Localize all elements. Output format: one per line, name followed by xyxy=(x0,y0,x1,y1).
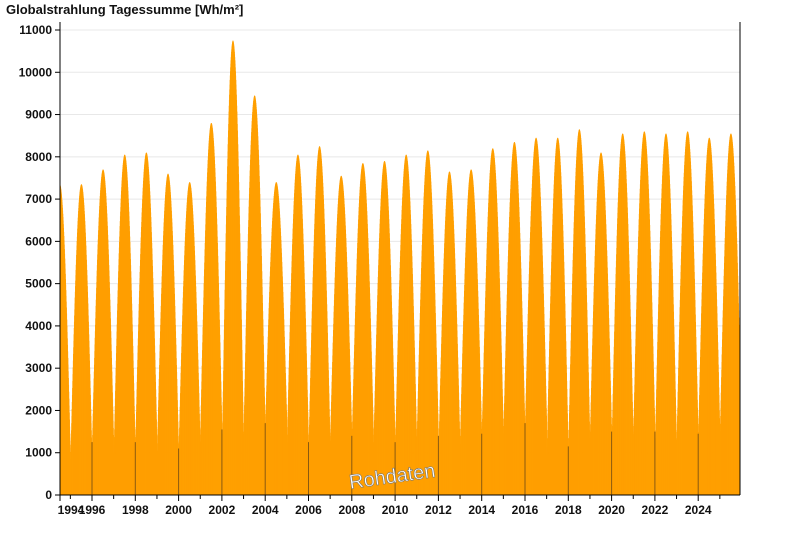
x-tick-label: 2014 xyxy=(468,503,495,517)
y-tick-label: 1000 xyxy=(25,446,52,460)
x-tick-label: 2002 xyxy=(209,503,236,517)
data-bars xyxy=(59,40,740,496)
y-tick-label: 5000 xyxy=(25,277,52,291)
x-tick-label: 2000 xyxy=(165,503,192,517)
x-tick-label: 2004 xyxy=(252,503,279,517)
y-tick-label: 2000 xyxy=(25,403,52,417)
x-tick-label: 1994 xyxy=(58,503,85,517)
y-tick-label: 9000 xyxy=(25,108,52,122)
axes xyxy=(55,22,741,501)
year-lines xyxy=(91,423,699,495)
x-tick-label: 2012 xyxy=(425,503,452,517)
x-tick-label: 2024 xyxy=(685,503,712,517)
chart-title: Globalstrahlung Tagessumme [Wh/m²] xyxy=(6,2,243,17)
x-tick-label: 2020 xyxy=(598,503,625,517)
y-tick-label: 4000 xyxy=(25,319,52,333)
x-tick-label: 1996 xyxy=(79,503,106,517)
x-tick-label: 2006 xyxy=(295,503,322,517)
x-tick-label: 2018 xyxy=(555,503,582,517)
y-tick-label: 0 xyxy=(45,488,52,502)
x-tick-label: 1998 xyxy=(122,503,149,517)
y-tick-label: 10000 xyxy=(19,65,53,79)
y-tick-label: 7000 xyxy=(25,192,52,206)
y-tick-label: 11000 xyxy=(19,23,52,37)
y-tick-label: 3000 xyxy=(25,361,52,375)
x-tick-label: 2016 xyxy=(512,503,539,517)
x-tick-label: 2010 xyxy=(382,503,409,517)
x-tick-label: 2022 xyxy=(642,503,669,517)
y-tick-label: 8000 xyxy=(25,150,52,164)
y-tick-labels: 0 1000 2000 3000 4000 5000 6000 7000 8000 9000 100… xyxy=(19,23,53,502)
bar xyxy=(739,332,740,495)
x-tick-label: 2008 xyxy=(338,503,365,517)
y-tick-label: 6000 xyxy=(25,234,52,248)
